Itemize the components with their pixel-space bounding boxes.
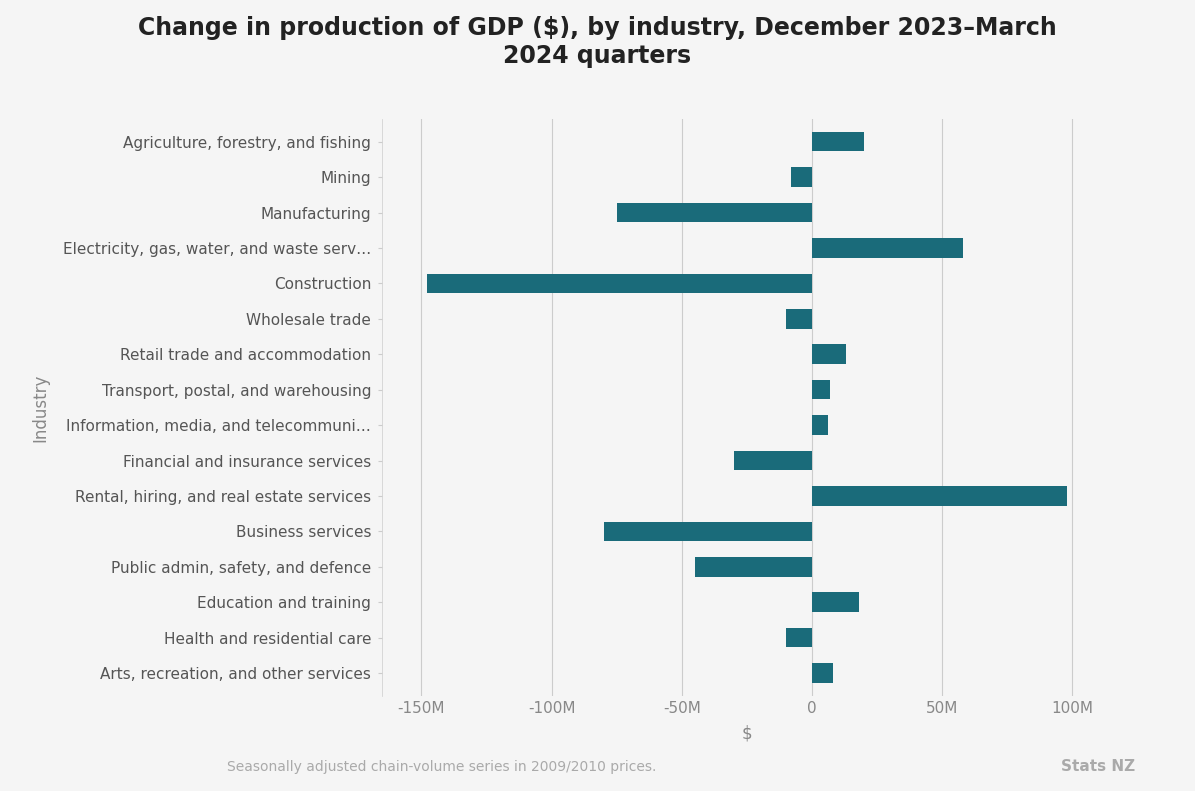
Y-axis label: Industry: Industry [31, 373, 49, 441]
Bar [811, 664, 833, 683]
Text: Change in production of GDP ($), by industry, December 2023–March
2024 quarters: Change in production of GDP ($), by indu… [139, 16, 1056, 67]
Bar [811, 238, 963, 258]
Bar [811, 415, 828, 435]
Bar [811, 132, 864, 151]
Bar [603, 521, 811, 541]
Bar [811, 345, 846, 364]
Bar [811, 486, 1067, 505]
Bar [811, 380, 831, 399]
Bar [786, 309, 811, 328]
Bar [811, 592, 859, 612]
Bar [786, 628, 811, 647]
Bar [617, 202, 811, 222]
Bar [694, 557, 811, 577]
Text: Stats NZ: Stats NZ [1061, 759, 1135, 774]
Bar [427, 274, 811, 293]
Text: Seasonally adjusted chain-volume series in 2009/2010 prices.: Seasonally adjusted chain-volume series … [227, 759, 657, 774]
Bar [734, 451, 811, 470]
Bar [791, 168, 811, 187]
X-axis label: $: $ [742, 725, 752, 742]
